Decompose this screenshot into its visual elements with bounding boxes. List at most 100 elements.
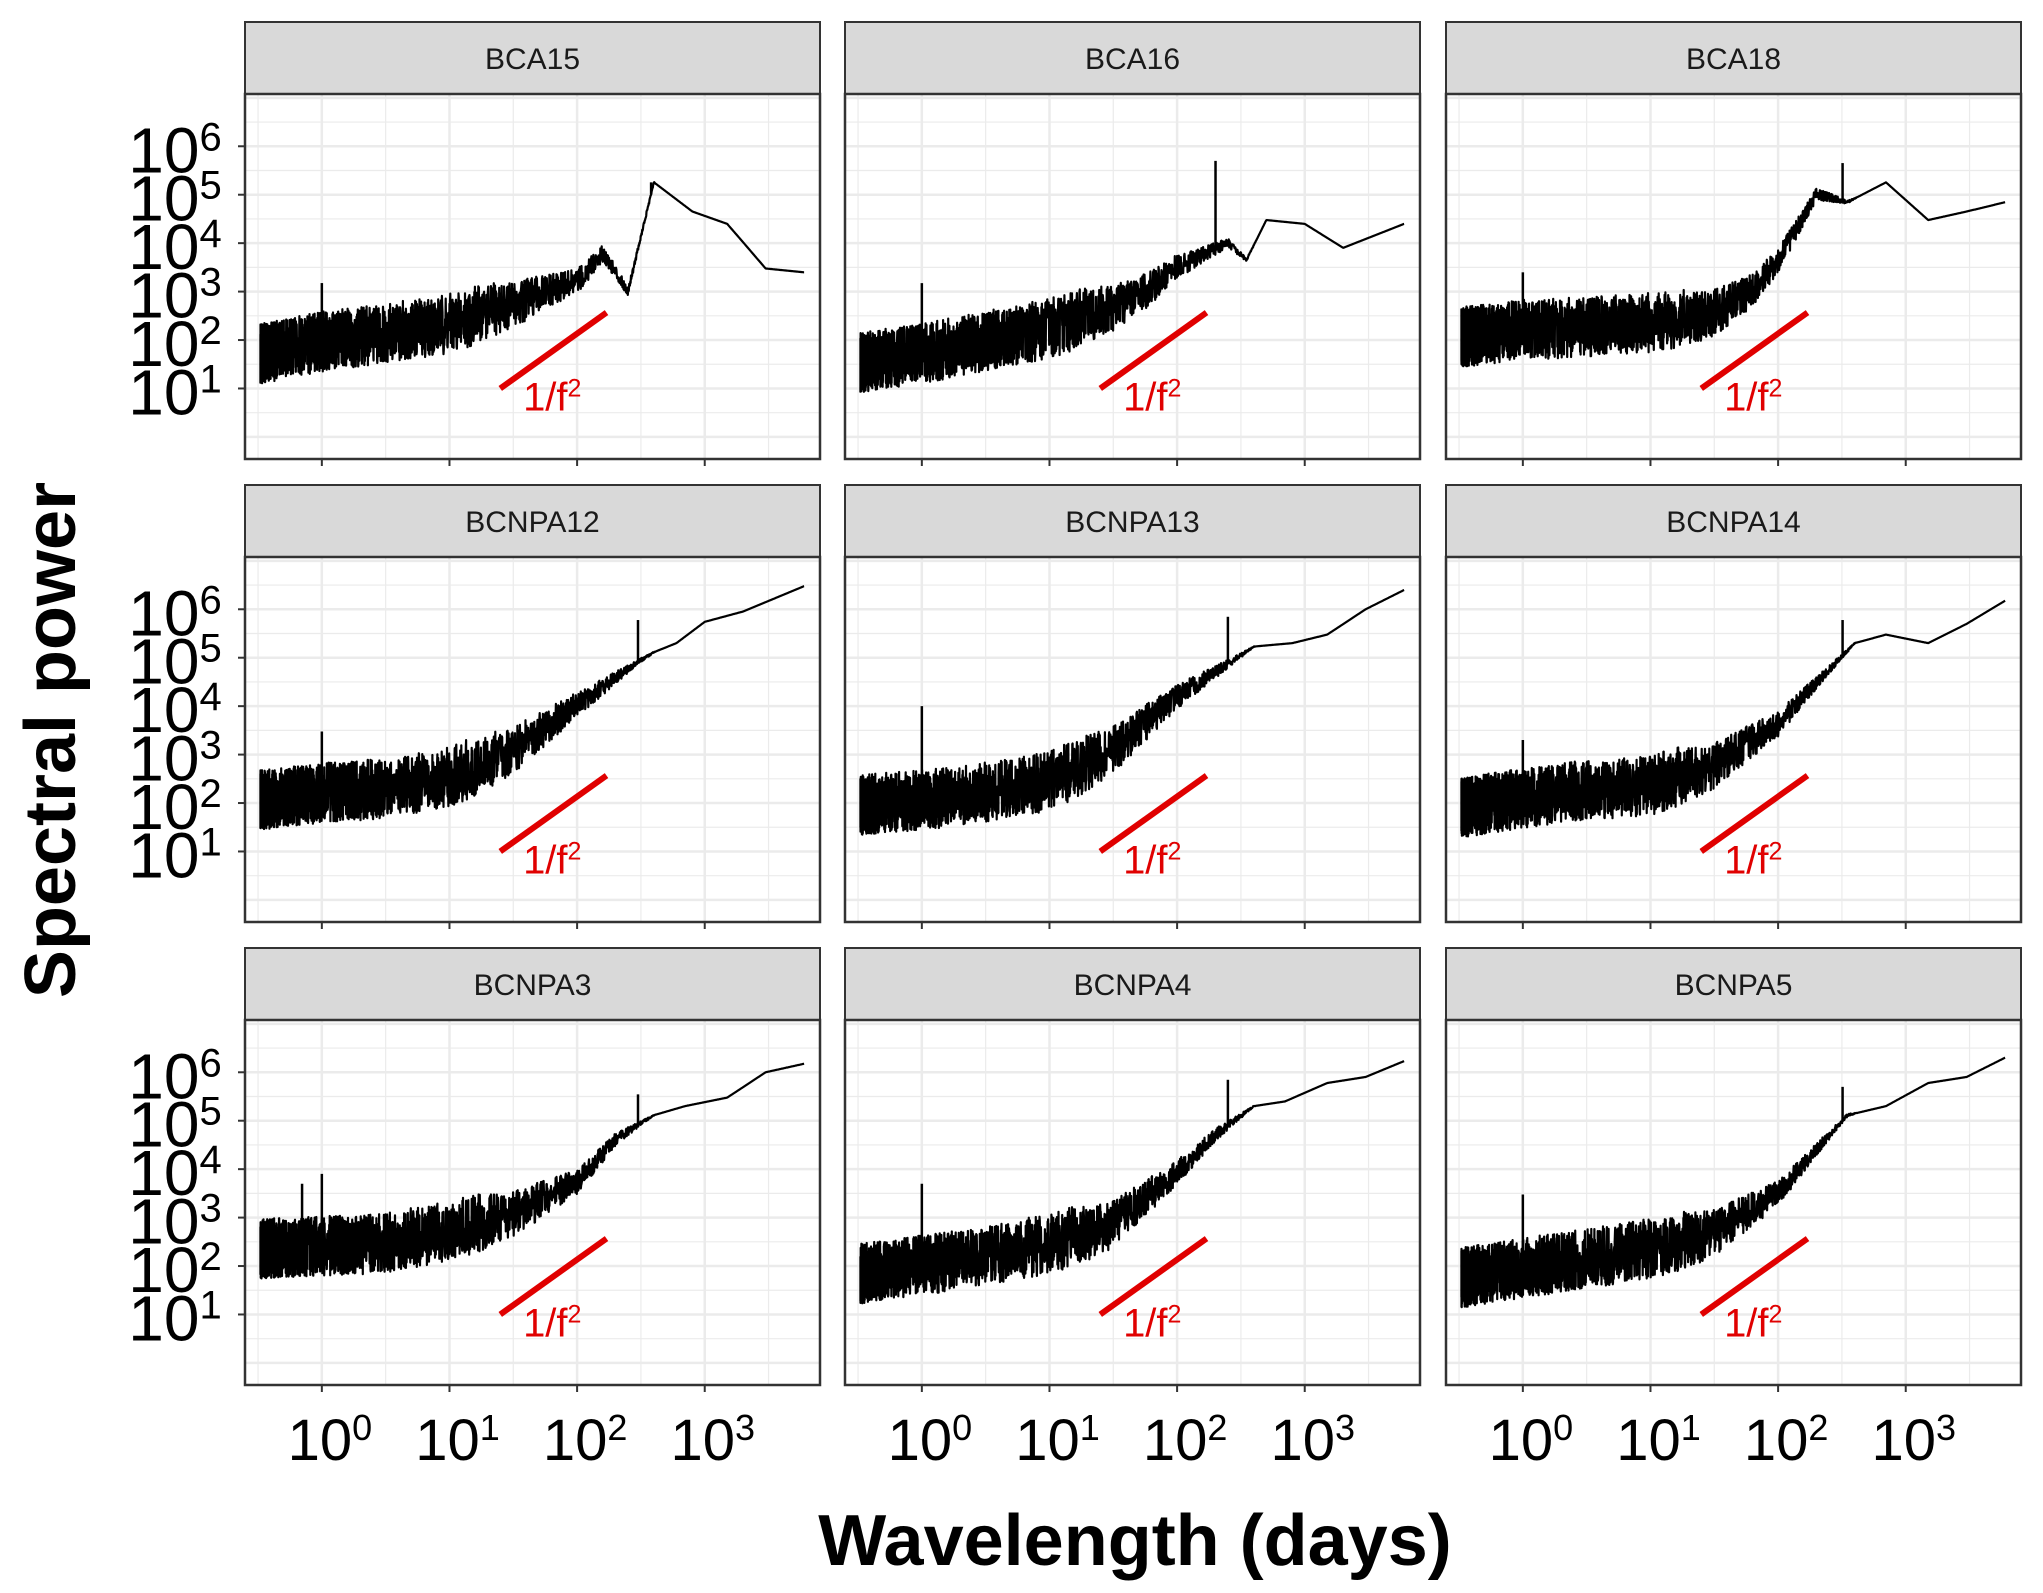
y-tick-label: 104 [128,674,221,746]
reference-slope-line [1098,1236,1209,1317]
reference-slope-label: 1/f2 [1724,374,1782,419]
x-tick-label: 101 [1015,1407,1100,1474]
y-tick-label: 105 [128,163,221,235]
reference-slope-label: 1/f2 [1123,837,1181,882]
y-tick-label: 102 [128,308,221,380]
facet-strip [244,21,821,95]
reference-slope-line [1699,1236,1810,1317]
facet-title: BCNPA13 [1065,506,1200,539]
spectrum-line [859,588,1405,836]
x-tick-label: 102 [1744,1407,1829,1474]
spectrum-line [859,219,1405,393]
facet-title: BCA16 [1085,43,1180,76]
reference-slope-line [1699,310,1810,391]
facet-strip [1445,484,2022,558]
panel-border [843,92,1422,461]
panel-border [843,1018,1422,1387]
x-tick-label: 102 [1143,1407,1228,1474]
spectrum-line [859,1060,1405,1305]
facet-title: BCNPA3 [474,969,592,1002]
panel-border [243,555,822,924]
y-tick-label: 101 [128,1282,221,1354]
y-tick-label: 103 [128,723,221,795]
plot-background [1446,557,2021,922]
facet-title: BCNPA4 [1074,969,1192,1002]
x-tick-label: 102 [543,1407,628,1474]
y-tick-label: 104 [128,211,221,283]
facet-strip [844,947,1421,1021]
y-tick-label: 105 [128,626,221,698]
panel-border [243,1018,822,1387]
y-tick-label: 104 [128,1137,221,1209]
facet-title: BCA18 [1686,43,1781,76]
reference-slope-label: 1/f2 [1123,1300,1181,1345]
facet-panel: BCNPA13 1/f2 [843,484,1422,929]
x-tick-label: 100 [288,1407,373,1474]
x-tick-label: 100 [1489,1407,1574,1474]
x-tick-label: 101 [415,1407,500,1474]
reference-slope-label: 1/f2 [523,1300,581,1345]
facet-strip [1445,947,2022,1021]
reference-slope-label: 1/f2 [523,837,581,882]
facet-panels: BCA151/f2101102103104105106BCA161/f2BCA1… [128,21,2023,1474]
y-tick-label: 106 [128,577,221,649]
facet-strip [1445,21,2022,95]
plot-background [845,94,1420,459]
spectrum-line [259,1062,805,1280]
reference-slope-line [498,1236,609,1317]
spectrum-line [1460,1056,2006,1309]
facet-panel: BCNPA5 1/f2 100 101 102 103 [1444,947,2023,1474]
x-axis-title: Wavelength (days) [818,1501,1451,1581]
y-tick-label: 106 [128,114,221,186]
plot-background [1446,94,2021,459]
reference-slope-label: 1/f2 [523,374,581,419]
reference-slope-line [1699,773,1810,854]
spectrum-line [259,181,805,385]
facet-strip [844,484,1421,558]
reference-slope-line [498,310,609,391]
y-tick-label: 105 [128,1089,221,1161]
reference-slope-line [1098,773,1209,854]
x-tick-label: 103 [1270,1407,1355,1474]
y-tick-label: 101 [128,819,221,891]
panel-border [1444,555,2023,924]
facet-strip [244,947,821,1021]
spectrum-line [259,585,805,831]
y-tick-label: 101 [128,356,221,428]
spectrum-line [1460,181,2006,368]
panel-border [1444,1018,2023,1387]
y-tick-label: 106 [128,1040,221,1112]
x-tick-label: 101 [1616,1407,1701,1474]
facet-panel: BCA16 1/f2 [843,21,1422,466]
y-tick-label: 102 [128,771,221,843]
facet-panel: BCNPA14 1/f2 [1444,484,2023,929]
reference-slope-label: 1/f2 [1123,374,1181,419]
panel-border [843,555,1422,924]
reference-slope-line [498,773,609,854]
facet-panel: BCNPA4 1/f2 100 101 102 103 [843,947,1422,1474]
panel-border [1444,92,2023,461]
y-tick-label: 102 [128,1234,221,1306]
facet-panel: BCA18 1/f2 [1444,21,2023,466]
plot-background [845,1020,1420,1385]
x-tick-label: 100 [888,1407,973,1474]
spectrum-line [1460,599,2006,838]
x-tick-label: 103 [670,1407,755,1474]
x-tick-label: 103 [1871,1407,1956,1474]
reference-slope-label: 1/f2 [1724,837,1782,882]
y-tick-label: 103 [128,1186,221,1258]
y-tick-label: 103 [128,260,221,332]
facet-title: BCNPA5 [1675,969,1793,1002]
reference-slope-label: 1/f2 [1724,1300,1782,1345]
reference-slope-line [1098,310,1209,391]
panel-border [243,92,822,461]
y-axis-title: Spectral power [11,482,91,998]
facet-title: BCNPA14 [1666,506,1801,539]
facet-title: BCNPA12 [465,506,600,539]
plot-background [245,94,820,459]
facet-title: BCA15 [485,43,580,76]
